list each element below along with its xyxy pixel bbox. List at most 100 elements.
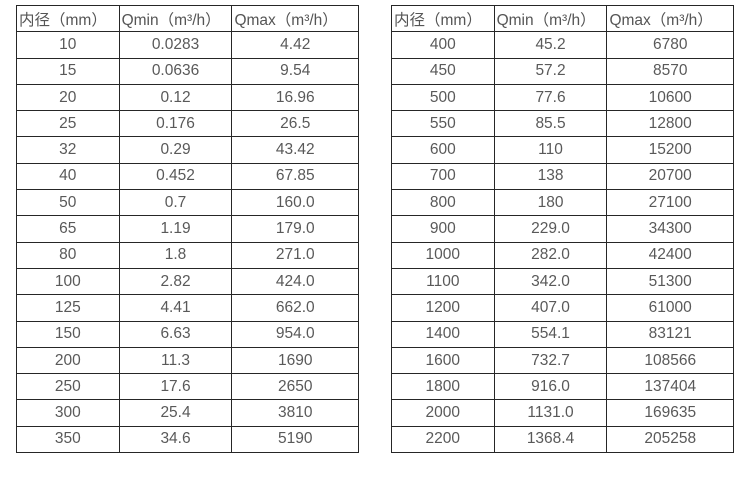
diameter-cell: 50: [16, 189, 120, 217]
diameter-cell: 100: [16, 267, 120, 296]
table-row: 600 110 15200: [391, 136, 734, 164]
diameter-cell: 1100: [391, 267, 495, 296]
table-row: 15 0.0636 9.54: [16, 57, 359, 85]
table-row: 300 25.4 3810: [16, 399, 359, 427]
column-header-diameter: 内径（mm）: [16, 4, 120, 33]
table-row: 1000 282.0 42400: [391, 241, 734, 269]
table-row: 50 0.7 160.0: [16, 189, 359, 217]
qmax-cell: 2650: [231, 373, 359, 401]
table-row: 250 17.6 2650: [16, 373, 359, 401]
qmax-cell: 5190: [231, 425, 359, 454]
qmax-cell: 12800: [606, 110, 734, 138]
qmax-cell: 34300: [606, 215, 734, 243]
qmax-cell: 424.0: [231, 267, 359, 296]
qmin-cell: 0.452: [118, 162, 233, 191]
qmax-cell: 6780: [606, 31, 734, 59]
qmin-cell: 282.0: [493, 241, 608, 269]
diameter-cell: 800: [391, 189, 495, 217]
qmin-cell: 732.7: [493, 346, 608, 375]
qmax-cell: 42400: [606, 241, 734, 269]
qmin-cell: 0.7: [118, 189, 233, 217]
diameter-cell: 1400: [391, 320, 495, 348]
qmax-cell: 16.96: [231, 83, 359, 112]
flow-table-large-diameters: 内径（mm） Qmin（m³/h） Qmax（m³/h） 400 45.2 6780 45…: [391, 4, 734, 454]
diameter-cell: 2200: [391, 425, 495, 454]
diameter-cell: 400: [391, 31, 495, 59]
diameter-cell: 300: [16, 399, 120, 427]
table-row: 450 57.2 8570: [391, 57, 734, 85]
diameter-cell: 2000: [391, 399, 495, 427]
qmax-cell: 15200: [606, 136, 734, 164]
diameter-cell: 900: [391, 215, 495, 243]
qmax-cell: 205258: [606, 425, 734, 454]
table-row: 400 45.2 6780: [391, 31, 734, 59]
table-row: 40 0.452 67.85: [16, 162, 359, 191]
flow-table-small-diameters: 内径（mm） Qmin（m³/h） Qmax（m³/h） 10 0.0283 4.42 1…: [16, 4, 359, 454]
qmax-cell: 43.42: [231, 136, 359, 164]
diameter-cell: 15: [16, 57, 120, 85]
qmax-cell: 83121: [606, 320, 734, 348]
qmax-cell: 10600: [606, 83, 734, 112]
diameter-cell: 600: [391, 136, 495, 164]
diameter-cell: 700: [391, 162, 495, 191]
qmax-cell: 26.5: [231, 110, 359, 138]
diameter-cell: 550: [391, 110, 495, 138]
table-row: 80 1.8 271.0: [16, 241, 359, 269]
qmin-cell: 1131.0: [493, 399, 608, 427]
table-row: 65 1.19 179.0: [16, 215, 359, 243]
qmax-cell: 271.0: [231, 241, 359, 269]
diameter-cell: 32: [16, 136, 120, 164]
qmax-cell: 662.0: [231, 294, 359, 322]
qmin-cell: 138: [493, 162, 608, 191]
qmax-cell: 160.0: [231, 189, 359, 217]
diameter-cell: 1600: [391, 346, 495, 375]
qmax-cell: 61000: [606, 294, 734, 322]
table-row: 150 6.63 954.0: [16, 320, 359, 348]
table-row: 2200 1368.4 205258: [391, 425, 734, 454]
qmin-cell: 17.6: [118, 373, 233, 401]
column-header-qmax: Qmax（m³/h）: [606, 4, 734, 33]
qmin-cell: 0.29: [118, 136, 233, 164]
qmin-cell: 4.41: [118, 294, 233, 322]
qmax-cell: 954.0: [231, 320, 359, 348]
qmax-cell: 108566: [606, 346, 734, 375]
qmin-cell: 916.0: [493, 373, 608, 401]
qmin-cell: 0.176: [118, 110, 233, 138]
qmin-cell: 57.2: [493, 57, 608, 85]
table-row: 125 4.41 662.0: [16, 294, 359, 322]
table-row: 1400 554.1 83121: [391, 320, 734, 348]
qmin-cell: 0.12: [118, 83, 233, 112]
header-row: 内径（mm） Qmin（m³/h） Qmax（m³/h）: [16, 4, 359, 33]
table-row: 10 0.0283 4.42: [16, 31, 359, 59]
qmin-cell: 85.5: [493, 110, 608, 138]
qmax-cell: 27100: [606, 189, 734, 217]
qmin-cell: 110: [493, 136, 608, 164]
qmax-cell: 1690: [231, 346, 359, 375]
header-row: 内径（mm） Qmin（m³/h） Qmax（m³/h）: [391, 4, 734, 33]
qmin-cell: 11.3: [118, 346, 233, 375]
qmin-cell: 6.63: [118, 320, 233, 348]
table-row: 800 180 27100: [391, 189, 734, 217]
qmin-cell: 229.0: [493, 215, 608, 243]
qmax-cell: 4.42: [231, 31, 359, 59]
table-row: 700 138 20700: [391, 162, 734, 191]
diameter-cell: 1000: [391, 241, 495, 269]
table-row: 1800 916.0 137404: [391, 373, 734, 401]
qmin-cell: 1.8: [118, 241, 233, 269]
diameter-cell: 500: [391, 83, 495, 112]
diameter-cell: 250: [16, 373, 120, 401]
qmin-cell: 25.4: [118, 399, 233, 427]
column-header-qmax: Qmax（m³/h）: [231, 4, 359, 33]
table-body: 10 0.0283 4.42 15 0.0636 9.54 20 0.12 16.96 25 0.1…: [16, 31, 359, 454]
qmin-cell: 407.0: [493, 294, 608, 322]
qmin-cell: 342.0: [493, 267, 608, 296]
table-row: 100 2.82 424.0: [16, 267, 359, 296]
diameter-cell: 40: [16, 162, 120, 191]
qmin-cell: 0.0283: [118, 31, 233, 59]
table-row: 200 11.3 1690: [16, 346, 359, 375]
qmax-cell: 137404: [606, 373, 734, 401]
table-body: 400 45.2 6780 450 57.2 8570 500 77.6 10600 550 85.…: [391, 31, 734, 454]
diameter-cell: 25: [16, 110, 120, 138]
qmax-cell: 8570: [606, 57, 734, 85]
diameter-cell: 80: [16, 241, 120, 269]
